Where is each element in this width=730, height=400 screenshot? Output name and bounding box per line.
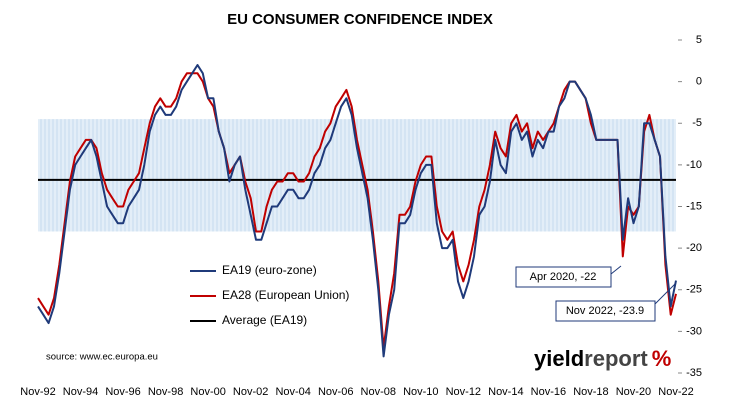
annotation-arrow <box>654 282 677 305</box>
x-tick-label: Nov-08 <box>361 386 396 398</box>
x-tick-label: Nov-04 <box>275 386 310 398</box>
legend-label: EA19 (euro-zone) <box>222 263 317 277</box>
x-tick-label: Nov-20 <box>616 386 651 398</box>
x-tick-label: Nov-98 <box>148 386 183 398</box>
y-tick-label: -10 <box>686 159 702 171</box>
legend-label: Average (EA19) <box>222 313 307 327</box>
y-tick-label: 0 <box>696 76 702 88</box>
y-tick-label: 5 <box>696 34 702 46</box>
y-tick-label: -25 <box>686 284 702 296</box>
legend-label: EA28 (European Union) <box>222 288 349 302</box>
x-tick-label: Nov-12 <box>446 386 481 398</box>
x-tick-label: Nov-02 <box>233 386 268 398</box>
source: source: www.ec.europa.eu <box>46 352 158 363</box>
x-tick-label: Nov-06 <box>318 386 353 398</box>
x-tick-label: Nov-18 <box>573 386 608 398</box>
y-tick-label: -20 <box>686 242 702 254</box>
x-tick-label: Nov-10 <box>403 386 438 398</box>
x-tick-label: Nov-16 <box>531 386 566 398</box>
x-tick-label: Nov-00 <box>190 386 225 398</box>
series-line <box>37 64 677 358</box>
annotation-arrow <box>610 265 622 275</box>
x-tick-label: Nov-14 <box>488 386 523 398</box>
x-tick-label: Nov-22 <box>658 386 693 398</box>
x-tick-label: Nov-96 <box>105 386 140 398</box>
logo: yieldreport% <box>534 346 671 371</box>
chart-title: EU CONSUMER CONFIDENCE INDEX <box>227 11 493 28</box>
x-tick-label: Nov-94 <box>63 386 98 398</box>
annotation: Nov 2022, -23.9 <box>566 305 644 317</box>
annotation-box <box>555 300 656 322</box>
logo-part: report <box>584 346 648 371</box>
y-tick-label: -5 <box>692 117 702 129</box>
logo-part: yield <box>534 346 584 371</box>
logo-part: % <box>652 346 672 371</box>
y-tick-label: -35 <box>686 367 702 379</box>
lines-layer <box>37 64 677 358</box>
x-tick-label: Nov-92 <box>20 386 55 398</box>
annotation: Apr 2020, -22 <box>530 271 597 283</box>
y-tick-label: -15 <box>686 200 702 212</box>
annotation-box <box>515 266 612 288</box>
y-tick-label: -30 <box>686 325 702 337</box>
